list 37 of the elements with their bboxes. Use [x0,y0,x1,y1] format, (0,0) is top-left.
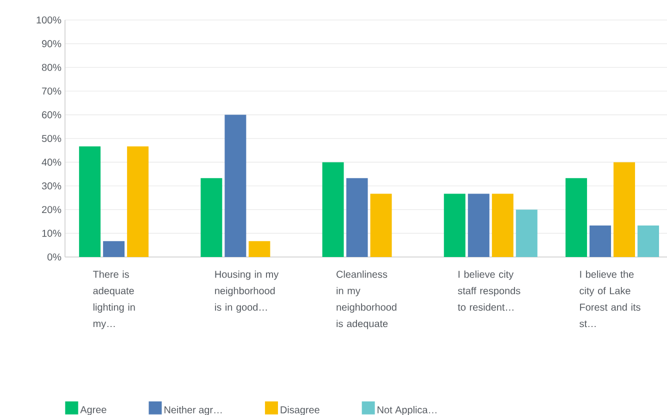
bar [200,178,222,257]
bar [346,178,368,257]
bar [444,194,466,257]
y-tick-label: 30% [42,182,62,190]
x-tick-label: I believe city staff responds to resident… [458,270,520,311]
x-tick-label: Cleanliness in my neighborhood is adequate [336,270,396,330]
y-tick-label: 0% [47,253,62,261]
x-tick-label: Housing in my neighborhood is in good… [215,270,279,313]
bar [468,194,490,257]
y-tick-label: 20% [42,206,62,214]
legend-label: Disagree [280,406,320,415]
legend-label: Not Applica… [378,406,436,415]
y-tick-label: 40% [42,158,62,166]
y-tick-label: 100% [36,16,62,24]
bar [590,225,612,257]
bar [322,162,344,257]
bar [638,225,660,257]
bar [492,194,514,257]
bar [248,241,270,257]
y-tick-label: 10% [42,230,62,237]
bar [614,162,636,257]
x-tick-label: I believe the city of Lake Forest and its st… [580,270,640,328]
bar [103,241,125,257]
y-tick-label: 70% [42,88,62,95]
legend-label: Agree [80,406,106,415]
bar [224,114,246,257]
bar [127,146,149,257]
x-tick-label: There is adequate lighting in my… [93,270,135,330]
bar [566,178,588,257]
legend-label: Neither agr… [164,406,222,415]
bar [79,146,101,257]
y-tick-label: 50% [42,134,62,142]
bar [516,210,538,257]
bar [370,194,392,257]
y-tick-label: 90% [42,40,62,48]
y-tick-label: 60% [42,111,62,118]
y-tick-label: 80% [42,64,62,71]
